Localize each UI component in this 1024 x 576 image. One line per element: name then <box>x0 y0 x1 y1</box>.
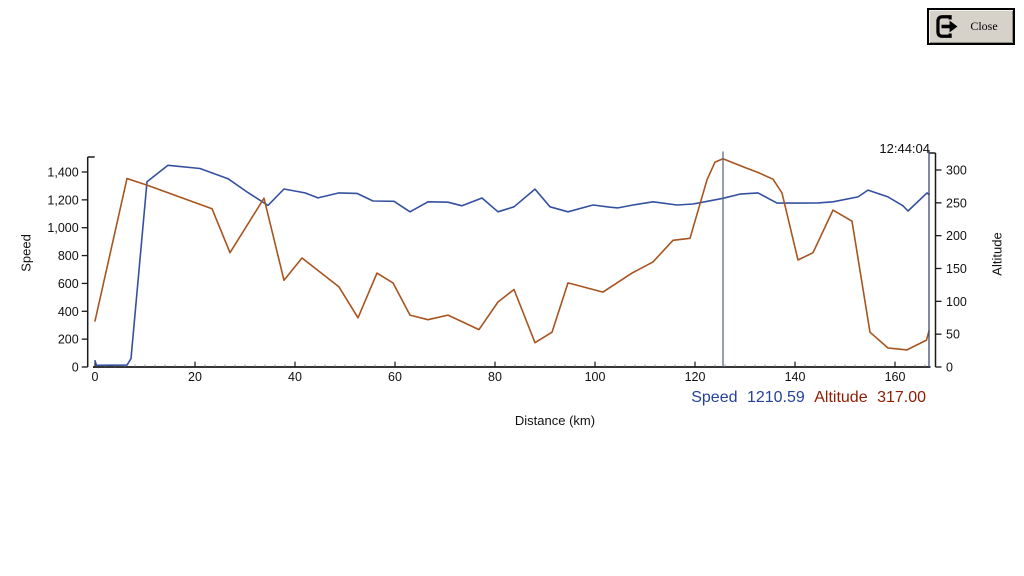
altitude-tick-label: 250 <box>946 196 967 210</box>
speed-tick-label: 400 <box>58 305 79 319</box>
altitude-tick-label: 300 <box>946 164 967 178</box>
distance-tick-label: 20 <box>188 370 202 384</box>
distance-tick-label: 160 <box>885 370 906 384</box>
altitude-readout-value: 317.00 <box>877 389 926 406</box>
altitude-tick-label: 200 <box>946 229 967 243</box>
speed-readout-label: Speed <box>691 389 738 406</box>
distance-tick-label: 0 <box>92 370 99 384</box>
exit-icon <box>936 15 958 38</box>
distance-tick-label: 100 <box>585 370 606 384</box>
speed-tick-label: 800 <box>58 249 79 263</box>
altitude-tick-label: 50 <box>946 328 960 342</box>
distance-tick-label: 80 <box>488 370 502 384</box>
speed-tick-label: 0 <box>72 361 79 375</box>
distance-tick-label: 140 <box>785 370 806 384</box>
x-axis-title: Distance (km) <box>514 413 596 428</box>
speed-tick-label: 200 <box>58 333 79 347</box>
altitude-tick-label: 0 <box>946 361 953 375</box>
altitude-tick-label: 100 <box>946 295 967 309</box>
altitude-tick-label: 150 <box>946 262 967 276</box>
close-label: Close <box>970 19 998 33</box>
speed-tick-label: 1,200 <box>47 193 78 207</box>
speed-tick-label: 600 <box>58 277 79 291</box>
plot-area[interactable] <box>88 150 936 367</box>
distance-tick-label: 60 <box>388 370 402 384</box>
altitude-line <box>94 158 930 351</box>
left-axis-title: Speed <box>18 234 34 272</box>
chart-timestamp: 12:44:04 <box>879 141 930 156</box>
speed-line <box>94 164 930 367</box>
close-button[interactable]: Close <box>927 8 1015 45</box>
speed-readout-value: 1210.59 <box>746 389 805 406</box>
right-axis-title: Altitude <box>989 232 1005 276</box>
speed-tick-label: 1,400 <box>47 166 78 180</box>
speed-tick-label: 1,000 <box>47 221 78 235</box>
cursor-readout: Speed 1210.59 Altitude 317.00 <box>691 389 926 407</box>
distance-tick-label: 40 <box>288 370 302 384</box>
distance-tick-label: 120 <box>685 370 706 384</box>
altitude-readout-label: Altitude <box>814 389 868 406</box>
